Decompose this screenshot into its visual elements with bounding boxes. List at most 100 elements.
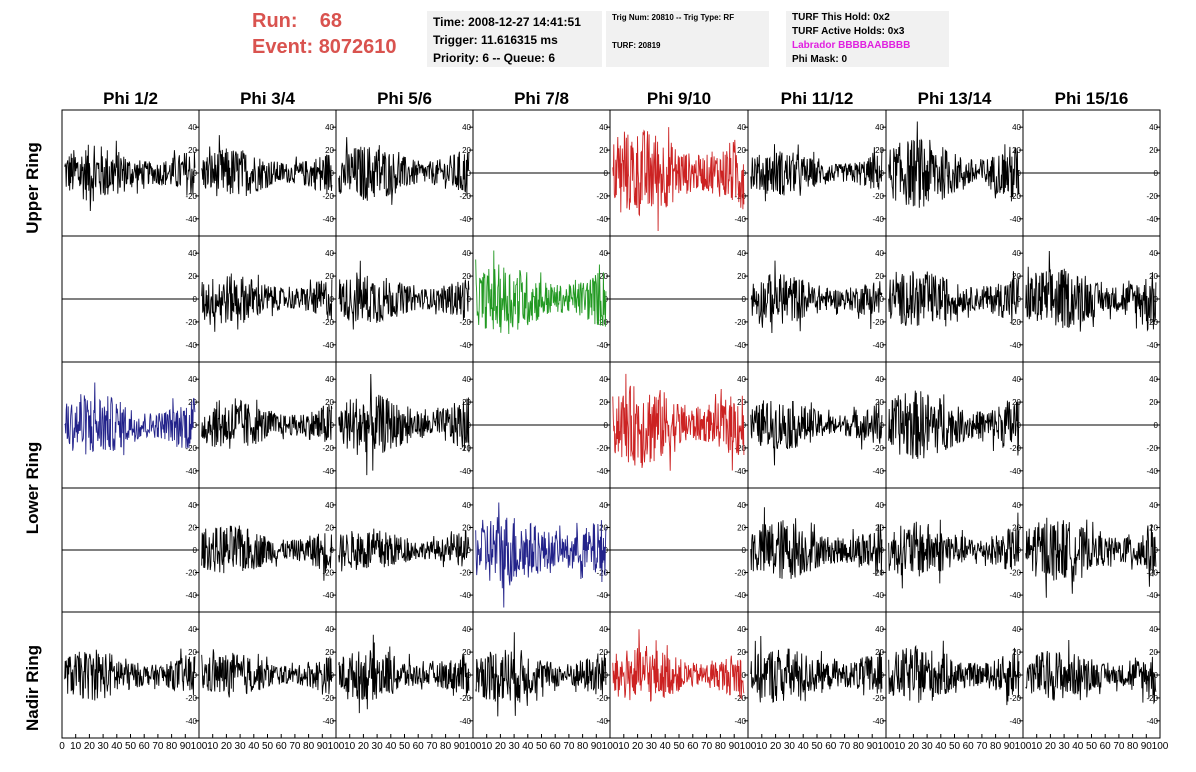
y-tick-label: -20 [322, 444, 334, 453]
y-tick-label: 20 [1149, 146, 1158, 155]
y-tick-label: -40 [1146, 591, 1158, 600]
y-tick-label: -20 [596, 694, 608, 703]
y-tick-label: -40 [459, 341, 471, 350]
y-tick-label: -40 [734, 717, 746, 726]
x-tick-label: 10 [70, 741, 82, 752]
x-tick-label: 70 [839, 741, 851, 752]
column-title: Phi 1/2 [103, 89, 158, 108]
x-tick-label: 50 [949, 741, 961, 752]
y-tick-label: -20 [1009, 444, 1021, 453]
time-text: Time: 2008-12-27 14:41:51 [433, 15, 581, 29]
y-tick-label: -20 [1009, 694, 1021, 703]
x-tick-label: 60 [413, 741, 425, 752]
waveform-trace [888, 390, 1020, 459]
y-tick-label: 40 [599, 123, 608, 132]
y-tick-label: -40 [734, 591, 746, 600]
y-tick-label: 20 [462, 648, 471, 657]
run-event-block: Run: 68 Event: 8072610 [252, 8, 397, 60]
x-tick-label: 60 [825, 741, 837, 752]
y-tick-label: 0 [467, 169, 472, 178]
y-tick-label: 40 [737, 123, 746, 132]
y-tick-label: -40 [1146, 467, 1158, 476]
y-tick-label: -20 [596, 569, 608, 578]
x-tick-label: 10 [1031, 741, 1043, 752]
y-tick-label: 20 [462, 272, 471, 281]
y-tick-label: -40 [185, 467, 197, 476]
y-tick-label: 20 [188, 146, 197, 155]
x-tick-label: 20 [770, 741, 782, 752]
priority-text: Priority: 6 -- Queue: 6 [433, 51, 556, 65]
x-tick-label: 50 [399, 741, 411, 752]
y-tick-label: 0 [467, 546, 472, 555]
x-tick-label: 30 [235, 741, 247, 752]
x-tick-label: 60 [687, 741, 699, 752]
waveform-trace [64, 648, 196, 701]
x-tick-label: 80 [715, 741, 727, 752]
y-tick-label: -40 [322, 591, 334, 600]
x-tick-label: 40 [248, 741, 260, 752]
labrador-text: Labrador BBBBAABBBB [792, 40, 911, 51]
x-tick-label: 30 [784, 741, 796, 752]
y-tick-label: 20 [1149, 523, 1158, 532]
row-title: Nadir Ring [23, 645, 42, 731]
y-tick-label: -40 [1146, 717, 1158, 726]
x-tick-label: 20 [495, 741, 507, 752]
x-tick-label: 30 [646, 741, 658, 752]
y-tick-label: 40 [875, 625, 884, 634]
x-tick-label: 100 [191, 741, 208, 752]
x-tick-label: 70 [152, 741, 164, 752]
waveform-trace [64, 382, 196, 456]
y-tick-label: 0 [880, 295, 885, 304]
y-tick-label: 0 [467, 671, 472, 680]
y-tick-label: 20 [325, 523, 334, 532]
x-tick-label: 50 [811, 741, 823, 752]
y-tick-label: -40 [1146, 341, 1158, 350]
x-tick-label: 30 [372, 741, 384, 752]
y-tick-label: -40 [322, 215, 334, 224]
row-title: Upper Ring [23, 142, 42, 234]
y-tick-label: -40 [1009, 341, 1021, 350]
y-tick-label: -20 [596, 192, 608, 201]
x-tick-label: 60 [1100, 741, 1112, 752]
y-tick-label: 0 [742, 421, 747, 430]
y-tick-label: -40 [872, 591, 884, 600]
x-tick-label: 60 [139, 741, 151, 752]
y-tick-label: 20 [875, 146, 884, 155]
x-tick-label: 90 [1004, 741, 1016, 752]
waveform-trace [201, 135, 333, 197]
x-tick-label: 10 [894, 741, 906, 752]
y-tick-label: -20 [185, 192, 197, 201]
time-panel: Time: 2008-12-27 14:41:51 Trigger: 11.61… [427, 11, 602, 67]
x-tick-label: 40 [660, 741, 672, 752]
y-tick-label: -20 [734, 318, 746, 327]
column-title: Phi 15/16 [1055, 89, 1129, 108]
y-tick-label: 40 [1149, 249, 1158, 258]
waveform-trace [888, 121, 1020, 208]
y-tick-label: -20 [185, 444, 197, 453]
y-tick-label: -40 [1009, 467, 1021, 476]
x-tick-label: 40 [798, 741, 810, 752]
y-tick-label: 0 [742, 169, 747, 178]
y-tick-label: 40 [188, 375, 197, 384]
y-tick-label: 40 [1012, 625, 1021, 634]
y-tick-label: -40 [1009, 591, 1021, 600]
y-tick-label: -20 [1009, 569, 1021, 578]
y-tick-label: 40 [1012, 375, 1021, 384]
y-tick-label: -20 [185, 318, 197, 327]
x-tick-label: 80 [303, 741, 315, 752]
column-title: Phi 11/12 [781, 89, 854, 108]
y-tick-label: 40 [1012, 249, 1021, 258]
x-tick-label: 50 [262, 741, 274, 752]
y-tick-label: 20 [737, 648, 746, 657]
y-tick-label: 20 [1012, 272, 1021, 281]
x-tick-label: 10 [481, 741, 493, 752]
y-tick-label: -20 [596, 444, 608, 453]
y-tick-label: 0 [880, 169, 885, 178]
trig-panel: Trig Num: 20810 -- Trig Type: RF TURF: 2… [606, 11, 769, 67]
event-row: Event: 8072610 [252, 34, 397, 60]
y-tick-label: 40 [737, 501, 746, 510]
x-tick-label: 100 [465, 741, 482, 752]
y-tick-label: 40 [875, 123, 884, 132]
waveform-trace [750, 635, 883, 703]
